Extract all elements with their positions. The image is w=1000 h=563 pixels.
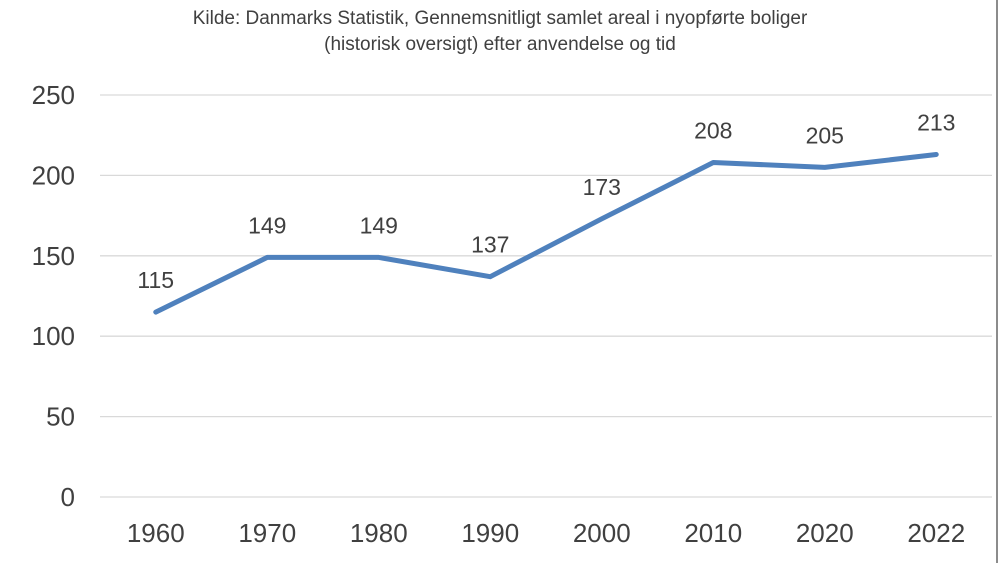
x-tick-label: 2020 <box>796 518 854 548</box>
y-tick-label: 50 <box>46 402 75 432</box>
y-tick-label: 150 <box>32 241 75 271</box>
x-tick-label: 2000 <box>573 518 631 548</box>
data-label: 149 <box>248 212 286 238</box>
title-line-1: Kilde: Danmarks Statistik, Gennemsnitlig… <box>192 8 808 29</box>
y-tick-label: 250 <box>32 80 75 110</box>
data-label: 208 <box>694 118 732 144</box>
data-label: 213 <box>917 109 955 135</box>
data-label: 137 <box>471 232 509 258</box>
y-tick-label: 200 <box>32 160 75 190</box>
x-tick-label: 1990 <box>461 518 519 548</box>
data-label: 173 <box>583 174 621 200</box>
data-label: 115 <box>137 267 174 293</box>
y-tick-label: 0 <box>61 482 75 512</box>
x-tick-label: 1970 <box>238 518 296 548</box>
y-tick-label: 100 <box>32 321 75 351</box>
x-tick-label: 2010 <box>684 518 742 548</box>
x-tick-label: 1980 <box>350 518 408 548</box>
chart-title: Kilde: Danmarks Statistik, Gennemsnitlig… <box>0 6 1000 58</box>
title-line-2: (historisk oversigt) efter anvendelse og… <box>324 34 676 55</box>
series-line <box>153 151 939 315</box>
data-label: 205 <box>806 122 844 148</box>
data-label: 149 <box>360 212 398 238</box>
frame-edge <box>996 0 998 563</box>
x-tick-label: 1960 <box>127 518 185 548</box>
x-tick-label: 2022 <box>907 518 965 548</box>
